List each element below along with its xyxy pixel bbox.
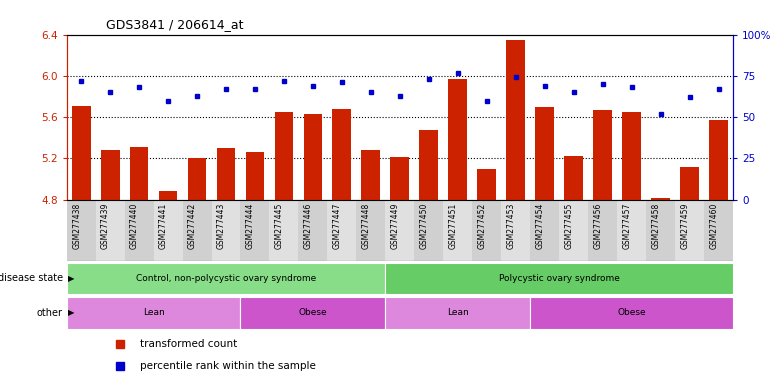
Bar: [71, 106, 90, 200]
Bar: [506, 40, 525, 200]
Bar: [681, 167, 699, 200]
Bar: [617, 200, 646, 261]
Bar: [390, 157, 409, 200]
Bar: [593, 110, 612, 200]
Bar: [154, 200, 183, 261]
Text: GSM277450: GSM277450: [419, 203, 429, 249]
Text: GDS3841 / 206614_at: GDS3841 / 206614_at: [106, 18, 243, 31]
Text: GSM277458: GSM277458: [652, 203, 661, 249]
Bar: [332, 109, 351, 200]
Text: transformed count: transformed count: [140, 339, 238, 349]
Text: Control, non-polycystic ovary syndrome: Control, non-polycystic ovary syndrome: [136, 274, 316, 283]
Bar: [245, 152, 264, 200]
Text: GSM277448: GSM277448: [362, 203, 371, 249]
Bar: [212, 200, 241, 261]
Bar: [270, 200, 299, 261]
Text: GSM277456: GSM277456: [593, 203, 603, 249]
Bar: [386, 297, 530, 328]
Bar: [216, 148, 235, 200]
Text: Lean: Lean: [447, 308, 469, 318]
Text: disease state: disease state: [0, 273, 63, 283]
Bar: [328, 200, 357, 261]
Bar: [588, 200, 617, 261]
Bar: [414, 200, 443, 261]
Bar: [622, 112, 641, 200]
Text: ▶: ▶: [68, 274, 74, 283]
Bar: [530, 297, 733, 328]
Text: GSM277453: GSM277453: [506, 203, 516, 249]
Bar: [564, 156, 583, 200]
Bar: [67, 263, 386, 294]
Bar: [704, 200, 733, 261]
Bar: [357, 200, 386, 261]
Bar: [67, 200, 96, 261]
Text: GSM277460: GSM277460: [710, 203, 719, 249]
Text: GSM277444: GSM277444: [246, 203, 255, 249]
Bar: [100, 150, 119, 200]
Text: GSM277446: GSM277446: [304, 203, 313, 249]
Text: GSM277441: GSM277441: [159, 203, 168, 249]
Bar: [158, 191, 177, 200]
Bar: [299, 200, 328, 261]
Text: Obese: Obese: [299, 308, 327, 318]
Bar: [419, 129, 438, 200]
Bar: [125, 200, 154, 261]
Text: GSM277454: GSM277454: [535, 203, 545, 249]
Bar: [67, 297, 241, 328]
Text: GSM277457: GSM277457: [622, 203, 632, 249]
Bar: [187, 158, 206, 200]
Text: other: other: [37, 308, 63, 318]
Bar: [274, 112, 293, 200]
Bar: [652, 198, 670, 200]
Bar: [183, 200, 212, 261]
Bar: [303, 114, 322, 200]
Text: ▶: ▶: [68, 308, 74, 318]
Text: GSM277443: GSM277443: [217, 203, 226, 249]
Bar: [96, 200, 125, 261]
Text: GSM277447: GSM277447: [333, 203, 342, 249]
Bar: [675, 200, 704, 261]
Bar: [535, 107, 554, 200]
Text: GSM277442: GSM277442: [188, 203, 197, 249]
Text: GSM277455: GSM277455: [564, 203, 574, 249]
Text: GSM277459: GSM277459: [681, 203, 690, 249]
Bar: [241, 297, 386, 328]
Text: GSM277451: GSM277451: [448, 203, 458, 249]
Bar: [501, 200, 530, 261]
Bar: [241, 200, 270, 261]
Text: Lean: Lean: [143, 308, 165, 318]
Bar: [646, 200, 675, 261]
Text: percentile rank within the sample: percentile rank within the sample: [140, 361, 316, 371]
Bar: [386, 263, 733, 294]
Text: GSM277445: GSM277445: [275, 203, 284, 249]
Bar: [559, 200, 588, 261]
Text: GSM277440: GSM277440: [130, 203, 139, 249]
Bar: [710, 120, 728, 200]
Bar: [443, 200, 472, 261]
Bar: [448, 79, 467, 200]
Text: GSM277452: GSM277452: [477, 203, 487, 249]
Text: Obese: Obese: [617, 308, 646, 318]
Bar: [472, 200, 501, 261]
Text: GSM277439: GSM277439: [101, 203, 110, 249]
Text: GSM277438: GSM277438: [72, 203, 81, 249]
Bar: [530, 200, 559, 261]
Bar: [361, 150, 380, 200]
Bar: [477, 169, 496, 200]
Bar: [386, 200, 414, 261]
Text: Polycystic ovary syndrome: Polycystic ovary syndrome: [499, 274, 619, 283]
Bar: [129, 147, 148, 200]
Text: GSM277449: GSM277449: [391, 203, 400, 249]
